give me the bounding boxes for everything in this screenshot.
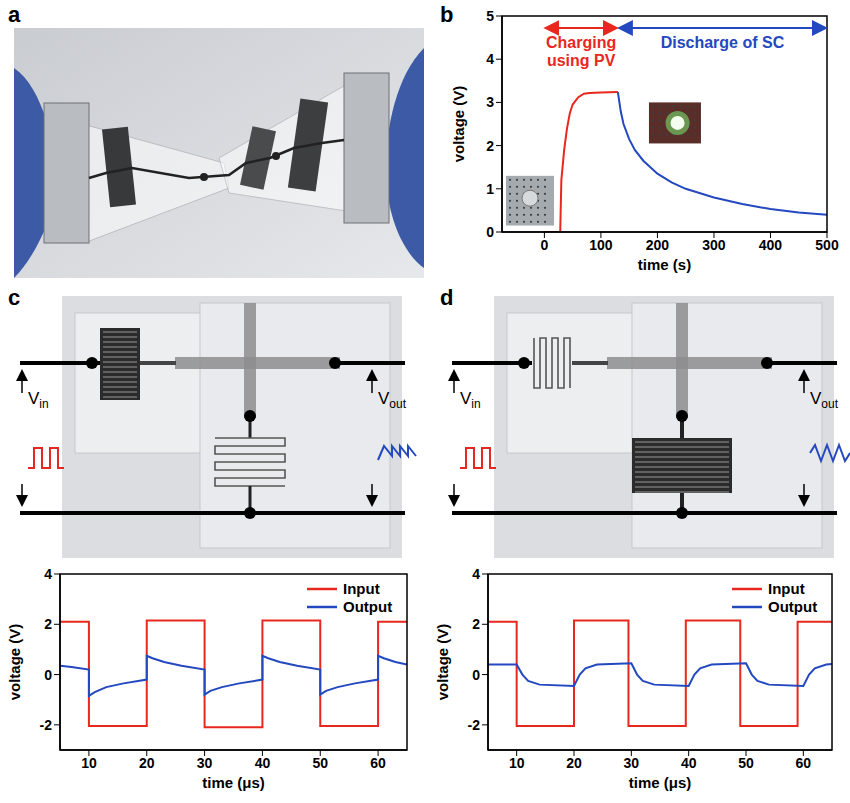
svg-text:voltage (V): voltage (V)	[6, 624, 23, 701]
svg-text:4: 4	[472, 566, 480, 582]
svg-text:Output: Output	[343, 598, 392, 615]
svg-text:2: 2	[486, 138, 494, 154]
svg-text:2: 2	[472, 616, 480, 632]
svg-text:-2: -2	[40, 717, 53, 733]
svg-text:3: 3	[486, 94, 494, 110]
svg-text:30: 30	[624, 755, 640, 771]
svg-text:voltage (V): voltage (V)	[434, 624, 451, 701]
svg-text:Charging: Charging	[546, 34, 616, 51]
svg-text:4: 4	[44, 566, 52, 582]
svg-text:Input: Input	[768, 580, 805, 597]
svg-text:10: 10	[509, 755, 525, 771]
svg-text:60: 60	[796, 755, 812, 771]
svg-text:Discharge of SC: Discharge of SC	[661, 34, 785, 51]
svg-text:100: 100	[589, 237, 613, 253]
svg-text:time (μs): time (μs)	[629, 774, 692, 791]
svg-text:Vout: Vout	[378, 389, 407, 411]
svg-text:2: 2	[44, 616, 52, 632]
svg-text:50: 50	[312, 755, 328, 771]
svg-text:400: 400	[759, 237, 783, 253]
svg-text:500: 500	[815, 237, 839, 253]
svg-text:time (s): time (s)	[638, 256, 691, 273]
svg-text:0: 0	[44, 667, 52, 683]
svg-text:10: 10	[81, 755, 97, 771]
svg-text:20: 20	[139, 755, 155, 771]
svg-text:-2: -2	[468, 717, 481, 733]
svg-text:Vout: Vout	[810, 389, 839, 411]
svg-text:5: 5	[486, 8, 494, 24]
svg-text:Input: Input	[343, 580, 380, 597]
svg-text:using PV: using PV	[547, 52, 616, 69]
svg-text:Vin: Vin	[28, 389, 49, 411]
svg-text:Vin: Vin	[460, 389, 481, 411]
svg-text:50: 50	[738, 755, 754, 771]
svg-text:20: 20	[566, 755, 582, 771]
svg-text:40: 40	[681, 755, 697, 771]
svg-text:40: 40	[255, 755, 271, 771]
svg-text:d: d	[440, 285, 453, 310]
svg-text:0: 0	[472, 667, 480, 683]
svg-text:0: 0	[486, 224, 494, 240]
svg-text:4: 4	[486, 51, 494, 67]
svg-text:Output: Output	[768, 598, 817, 615]
svg-text:c: c	[8, 285, 20, 310]
svg-text:time (μs): time (μs)	[202, 774, 265, 791]
svg-text:300: 300	[702, 237, 726, 253]
svg-text:30: 30	[197, 755, 213, 771]
svg-text:60: 60	[370, 755, 386, 771]
svg-text:0: 0	[540, 237, 548, 253]
svg-text:200: 200	[646, 237, 670, 253]
svg-text:a: a	[8, 2, 21, 27]
svg-text:b: b	[440, 2, 453, 27]
svg-text:1: 1	[486, 181, 494, 197]
svg-text:voltage (V): voltage (V)	[450, 86, 467, 163]
